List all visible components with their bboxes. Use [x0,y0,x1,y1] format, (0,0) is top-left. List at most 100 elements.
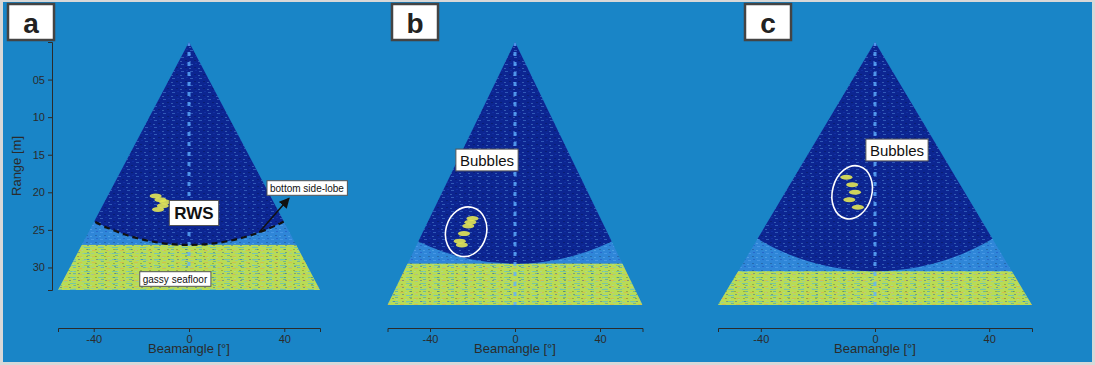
tick: 10 [33,111,52,123]
side-lobe-region [58,42,320,290]
tick-label: 25 [33,224,45,236]
annotation: bottom side-lobe [267,181,347,196]
echo [840,175,852,180]
tick-mark [48,80,52,81]
tick-label: -40 [753,333,769,345]
annotation-text: Bubbles [870,142,924,159]
axis-line [719,329,1033,333]
tick-mark [284,328,285,332]
echo [843,197,855,202]
tick: 15 [33,149,52,161]
tick: 40 [984,328,996,345]
tick-mark [515,328,516,332]
tick-label: -40 [86,333,102,345]
tick: 40 [594,328,606,345]
speckle [388,42,643,305]
echo [846,182,858,187]
axis-line [388,329,643,333]
sonar-image [293,0,736,305]
speckle [718,42,1032,305]
tick: 40 [279,328,291,345]
figure: -40040Beamangle [°]051015202530Range [m]… [0,0,1095,365]
panel-letter-text: b [406,8,423,39]
tick: -40 [423,328,439,345]
tick-mark [430,328,431,332]
tick-label: -40 [423,333,439,345]
tick-mark [875,328,876,332]
y-axis: 05 10 15 20 25 30 [33,43,53,291]
annotation-text: gassy seafloor [143,274,208,285]
nadir-stripe [514,42,517,305]
arrow [259,198,289,232]
annotation: gassy seafloor [140,272,211,287]
tick-label: 05 [33,74,45,86]
tick: -40 [753,328,769,345]
tick-label: 40 [594,333,606,345]
panel-letter: b [392,4,438,40]
tick: 25 [33,224,52,236]
annotation-box [267,181,347,196]
echo [464,220,476,225]
panel-letter-box [8,4,54,40]
tick-mark [989,328,990,332]
annotation: Bubbles [456,149,518,171]
tick-label: 10 [33,111,45,123]
tick-mark [48,267,52,268]
tick: 30 [33,261,52,273]
tick-label: 20 [33,186,45,198]
sonar-image [0,0,392,290]
y-axis-title: Range [m] [9,136,24,196]
annotation-box [456,149,518,171]
tick-mark [189,328,190,332]
side-lobe-region [388,42,643,305]
echo [152,207,164,212]
echo [456,242,468,247]
x-axis-title: Beamangle [°] [834,341,916,356]
panel-letter-text: c [760,8,776,39]
annotation-text: RWS [174,204,213,223]
annotation-box [866,139,928,161]
panel-letter-box [745,4,791,40]
annotation-box [140,272,211,287]
panel-letter-text: a [23,8,39,39]
background [3,2,1092,362]
annotation-box [169,201,218,226]
tick-mark [94,328,95,332]
echo [458,231,470,236]
nadir-stripe [188,42,191,290]
panel-letter: a [8,4,54,40]
tick-label: 30 [33,261,45,273]
panel-letter: c [745,4,791,40]
axis-line [48,43,53,291]
tick-mark [761,328,762,332]
bubble-ring [826,161,878,223]
tick: 05 [33,74,52,86]
tick-mark [48,155,52,156]
x-axis-title: Beamangle [°] [148,341,230,356]
echo [849,190,861,195]
panel-letter-box [392,4,438,40]
tick-label: 15 [33,149,45,161]
speckle [58,42,320,290]
tick: 20 [33,186,52,198]
tick-label: 40 [279,333,291,345]
annotation-text: bottom side-lobe [270,183,344,194]
annotation: RWS [169,201,218,226]
annotation: Bubbles [866,139,928,161]
tick-mark [48,117,52,118]
tick: -40 [86,328,102,345]
tick-mark [600,328,601,332]
x-axis-title: Beamangle [°] [474,341,556,356]
axis-line [59,329,321,333]
annotation-text: Bubbles [460,152,514,169]
tick-label: 40 [984,333,996,345]
frame [0,0,1095,365]
side-lobe-region [718,42,1032,305]
side-lobe-arc [0,0,392,245]
tick-mark [48,192,52,193]
bubble-ring [440,202,492,261]
echo [852,205,864,210]
tick-mark [48,230,52,231]
sonar-image [646,0,1095,305]
nadir-stripe [874,42,877,305]
